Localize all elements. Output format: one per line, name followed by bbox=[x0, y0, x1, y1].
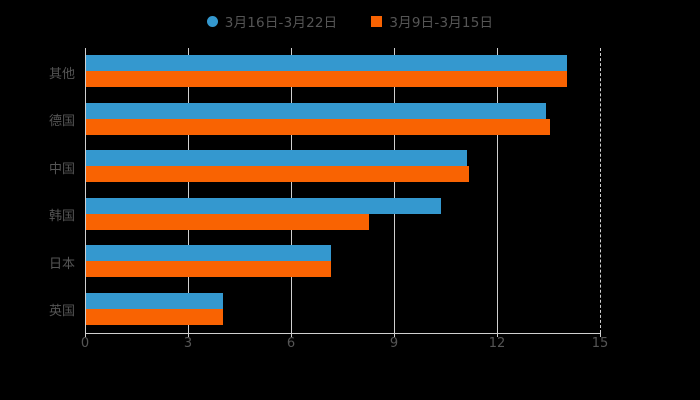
bar-series-2[interactable] bbox=[86, 118, 550, 135]
bar-group bbox=[86, 245, 601, 278]
y-axis-tick-label: 日本 bbox=[48, 256, 75, 272]
gridline-x-12 bbox=[497, 48, 498, 333]
x-axis-tick-label: 12 bbox=[488, 336, 506, 351]
y-axis-tick-label: 其他 bbox=[48, 66, 75, 82]
x-axis-tick-label: 9 bbox=[389, 336, 399, 351]
x-axis-tick-label: 6 bbox=[286, 336, 296, 351]
x-axis-line bbox=[85, 333, 601, 334]
bar-group bbox=[86, 197, 601, 231]
x-axis-labels: 0 3 6 9 12 15 bbox=[0, 336, 700, 358]
x-axis-tick-label: 0 bbox=[80, 336, 90, 351]
y-axis-labels: 其他德国中国韩国日本英国 bbox=[0, 48, 75, 333]
gridline-x-0 bbox=[85, 48, 86, 333]
bar-group bbox=[86, 150, 601, 183]
y-axis-tick-label: 韩国 bbox=[48, 209, 75, 225]
bar-series-2[interactable] bbox=[86, 261, 332, 278]
x-axis-tick-mark bbox=[394, 333, 395, 337]
x-axis-tick-mark bbox=[85, 333, 86, 337]
chart-legend: 3月16日-3月22日 3月9日-3月15日 bbox=[0, 8, 700, 34]
gridline-x-6 bbox=[291, 48, 292, 333]
bar-series-2[interactable] bbox=[86, 308, 224, 325]
gridline-x-9 bbox=[394, 48, 395, 333]
legend-item-series-1[interactable]: 3月16日-3月22日 bbox=[206, 11, 338, 31]
bar-series-1[interactable] bbox=[86, 150, 468, 167]
legend-item-series-2[interactable]: 3月9日-3月15日 bbox=[371, 11, 493, 31]
plot-area bbox=[85, 48, 601, 333]
bar-series-1[interactable] bbox=[86, 245, 332, 262]
x-axis-tick-mark bbox=[291, 333, 292, 337]
legend-label-series-1: 3月16日-3月22日 bbox=[224, 15, 338, 31]
x-axis-tick-label: 3 bbox=[183, 336, 193, 351]
gridline-x-15 bbox=[600, 48, 601, 333]
legend-swatch-square-icon bbox=[371, 15, 383, 27]
bar-series-1[interactable] bbox=[86, 55, 567, 72]
y-axis-tick-label: 中国 bbox=[48, 161, 75, 177]
x-axis-tick-mark bbox=[497, 333, 498, 337]
bar-group bbox=[86, 55, 601, 88]
x-axis-tick-mark bbox=[600, 333, 601, 337]
bar-series-1[interactable] bbox=[86, 102, 547, 119]
gridline-x-3 bbox=[188, 48, 189, 333]
bar-series-1[interactable] bbox=[86, 197, 442, 214]
bar-series-2[interactable] bbox=[86, 213, 370, 230]
y-axis-tick-label: 德国 bbox=[48, 114, 75, 130]
y-axis-tick-label: 英国 bbox=[48, 304, 75, 320]
legend-swatch-circle-icon bbox=[206, 15, 218, 27]
bar-group bbox=[86, 292, 601, 326]
bar-group bbox=[86, 102, 601, 136]
bar-series-1[interactable] bbox=[86, 292, 224, 309]
x-axis-tick-label: 15 bbox=[591, 336, 609, 351]
x-axis-tick-mark bbox=[188, 333, 189, 337]
legend-label-series-2: 3月9日-3月15日 bbox=[389, 15, 494, 31]
bar-series-2[interactable] bbox=[86, 71, 567, 88]
bar-series-2[interactable] bbox=[86, 166, 469, 183]
